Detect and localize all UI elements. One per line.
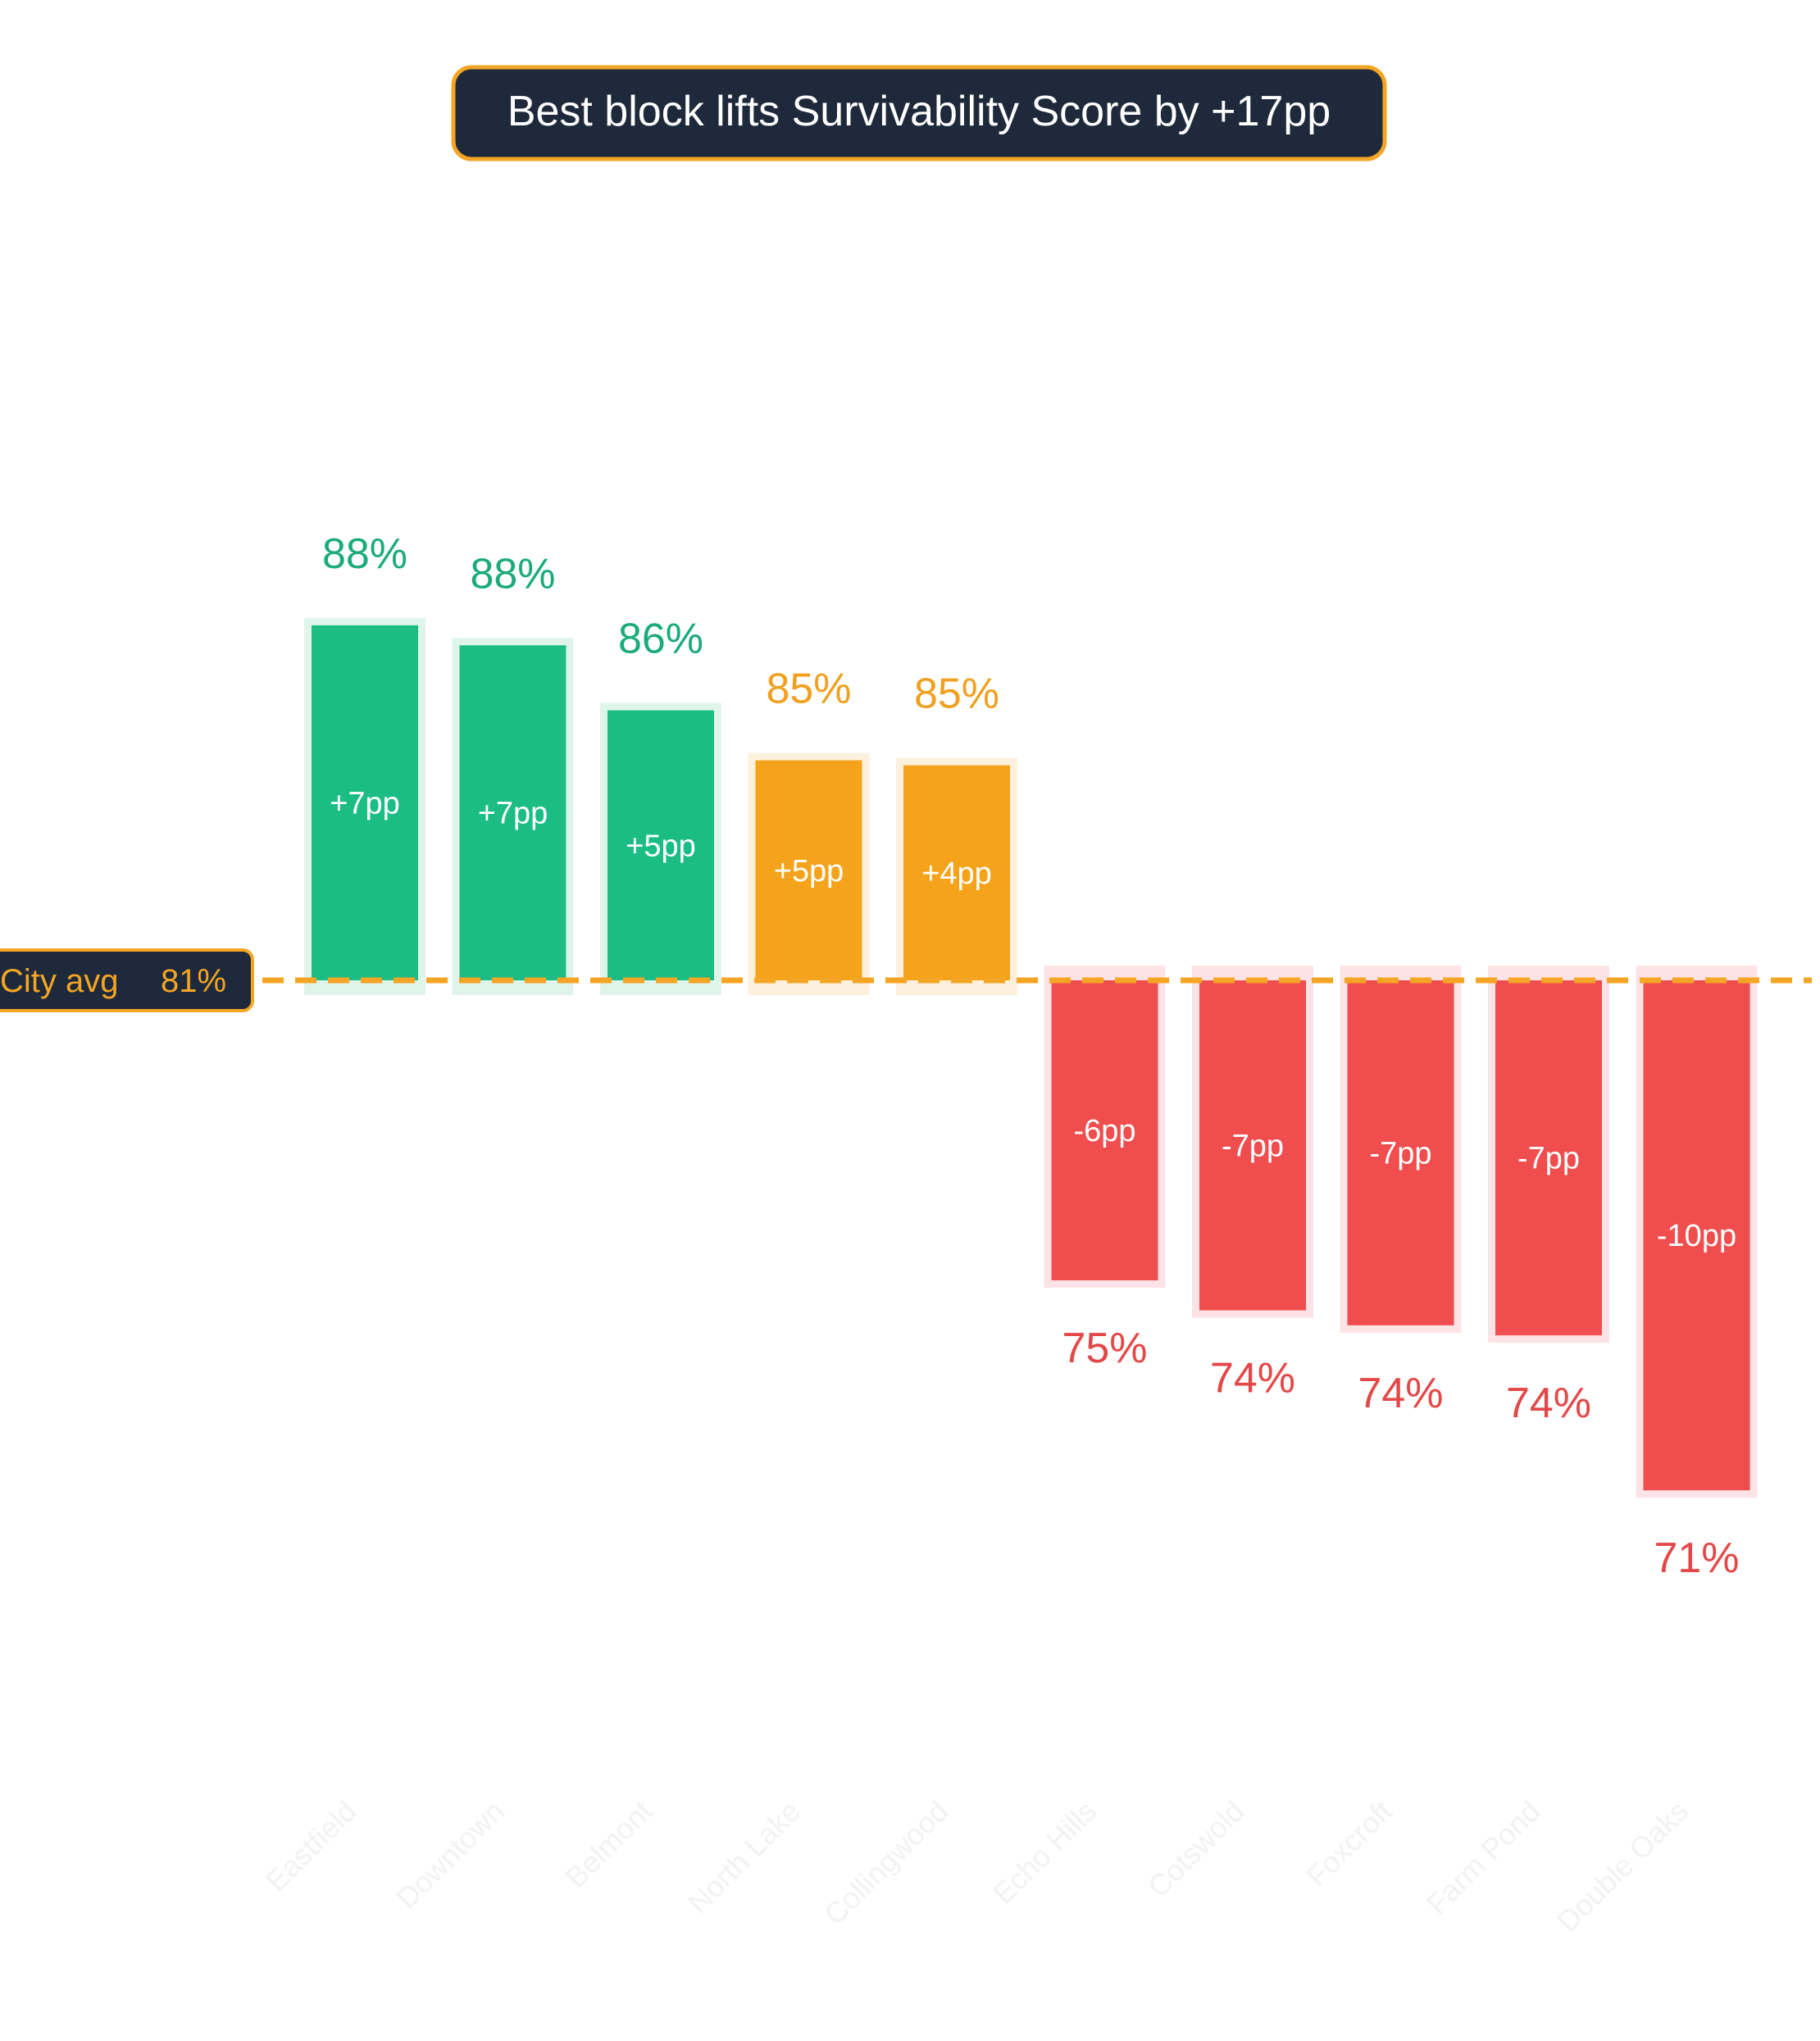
bar-delta-label: +4pp: [921, 857, 992, 891]
bar-value-label: 85%: [766, 666, 851, 713]
category-label: North Lake: [681, 1794, 808, 1921]
bar-double-oaks: [1643, 980, 1750, 1491]
bar-collingwood: [903, 765, 1010, 980]
bar-farm-pond: [1495, 980, 1602, 1336]
chart-title: Best block lifts Survivability Score by …: [451, 65, 1387, 161]
bar-value-label: 71%: [1654, 1534, 1739, 1582]
bar-value-label: 74%: [1210, 1355, 1295, 1402]
bar-value-label: 86%: [618, 616, 703, 663]
bar-belmont: [607, 710, 714, 980]
bar-eastfield: [312, 625, 418, 980]
bar-downtown: [459, 645, 566, 980]
city-average-badge-box: [0, 948, 254, 1012]
bar-value-label: 88%: [470, 550, 555, 598]
city-average-value: 81%: [161, 963, 226, 999]
category-label: Foxcroft: [1299, 1794, 1399, 1893]
category-label: Farm Pond: [1420, 1794, 1547, 1921]
category-label: Echo Hills: [986, 1794, 1103, 1911]
bar-cotswold: [1199, 980, 1306, 1311]
bar-delta-label: -6pp: [1073, 1114, 1135, 1148]
bar-delta-label: +5pp: [774, 854, 844, 889]
category-label: Belmont: [558, 1794, 658, 1894]
category-label: Downtown: [389, 1794, 511, 1916]
label-layer: +7pp 88% +7pp 88% +5pp 86% +5pp 85% +4pp 85% -6pp 7…: [322, 530, 1740, 1582]
city-average-badge: City avg 81%: [0, 948, 254, 1012]
bar-delta-label: +7pp: [330, 786, 400, 820]
bar-delta-label: +5pp: [626, 829, 696, 863]
bar-value-label: 75%: [1062, 1325, 1147, 1372]
bar-echo-hills: [1051, 980, 1158, 1280]
category-label: Eastfield: [259, 1794, 363, 1898]
bar-north-lake: [755, 760, 862, 980]
bar-delta-label: -10pp: [1657, 1219, 1736, 1253]
bar-delta-label: +7pp: [478, 797, 548, 831]
category-label: Collingwood: [817, 1794, 955, 1932]
bar-value-label: 74%: [1358, 1370, 1443, 1417]
category-label: Cotswold: [1141, 1794, 1251, 1904]
category-axis: Eastfield Downtown Belmont North Lake Collin…: [259, 1794, 1695, 1939]
category-label: Double Oaks: [1550, 1794, 1695, 1939]
bar-foxcroft: [1347, 980, 1454, 1325]
bar-value-label: 85%: [914, 670, 999, 718]
chart-title-text: Best block lifts Survivability Score by …: [507, 88, 1331, 135]
bar-value-label: 74%: [1506, 1380, 1591, 1427]
bar-value-label: 88%: [322, 530, 407, 578]
city-average-label: City avg: [0, 963, 119, 999]
bar-delta-label: -7pp: [1222, 1129, 1284, 1163]
bar-delta-label: -7pp: [1517, 1142, 1580, 1176]
bar-layer: [312, 625, 1750, 1491]
bar-delta-label: -7pp: [1369, 1136, 1431, 1171]
chart-title-box: [451, 65, 1387, 161]
